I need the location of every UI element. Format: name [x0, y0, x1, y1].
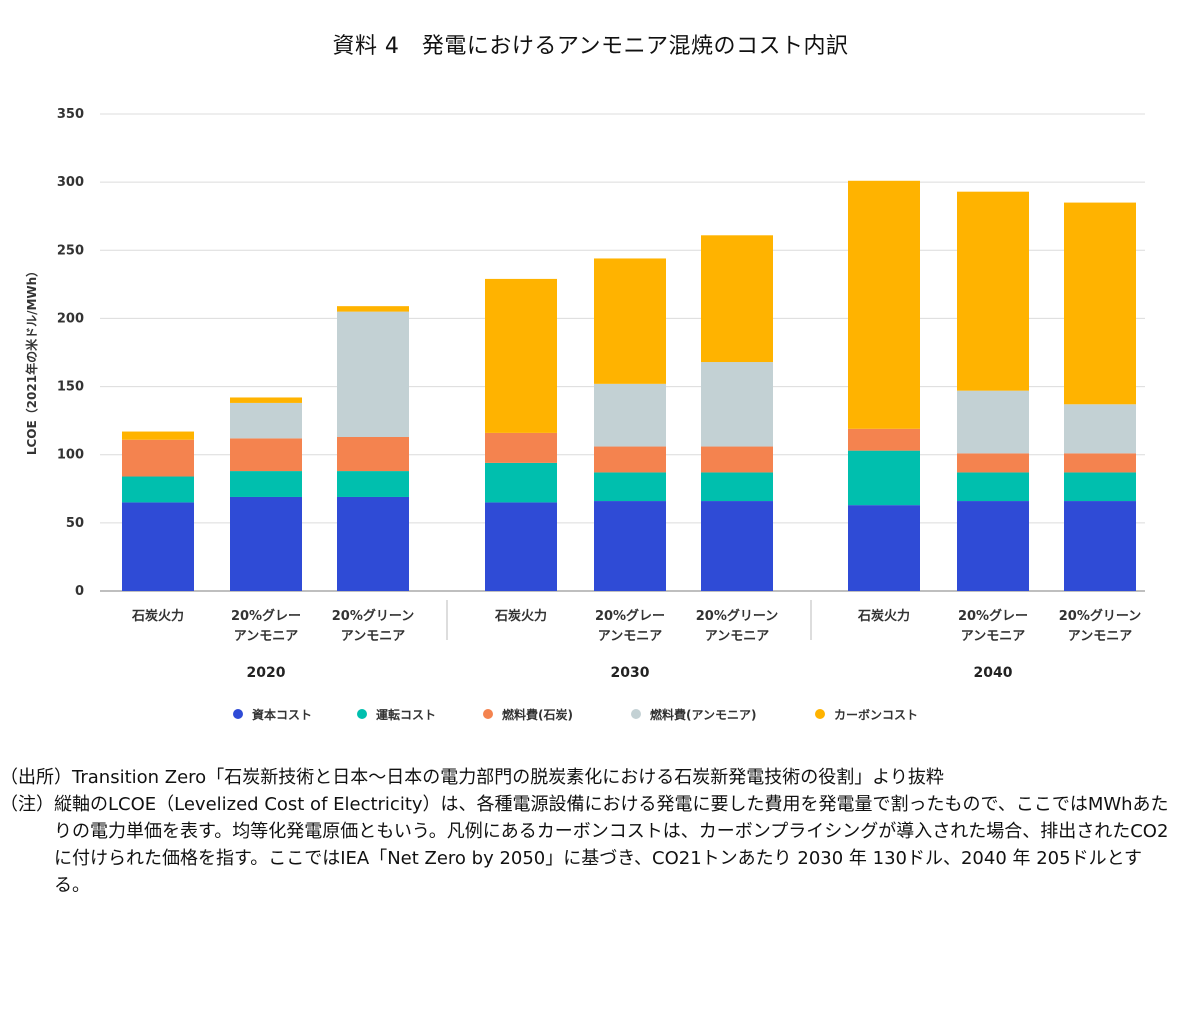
x-category-label: 20%グリーン: [696, 608, 778, 624]
bar-segment: [594, 501, 666, 591]
legend: 資本コスト 運転コスト 燃料費(石炭) 燃料費(アンモニア) カーボンコスト: [233, 707, 918, 722]
bar-segment: [957, 191, 1029, 391]
legend-label: カーボンコスト: [834, 707, 918, 722]
footnotes: （出所） Transition Zero「石炭新技術と日本～日本の電力部門の脱炭…: [0, 764, 1181, 899]
y-tick-label: 300: [57, 175, 84, 190]
bar-segment: [230, 496, 302, 591]
bar-segment: [957, 501, 1029, 591]
bar-segment: [848, 428, 920, 451]
legend-marker: [357, 709, 367, 719]
y-tick-label: 150: [57, 380, 84, 395]
bar-segment: [594, 383, 666, 447]
note-source-label: （出所）: [0, 767, 72, 788]
bar-segment: [1064, 453, 1136, 473]
x-category-label: 20%グレー: [231, 608, 301, 624]
bar-segment: [337, 436, 409, 472]
bar-segment: [957, 472, 1029, 502]
bar-segment: [848, 180, 920, 429]
x-category-label: 石炭火力: [494, 608, 547, 624]
x-category-label: 20%グリーン: [332, 608, 414, 624]
legend-label: 資本コスト: [252, 707, 312, 722]
x-category-label: アンモニア: [1068, 629, 1132, 644]
bar-segment: [594, 472, 666, 502]
x-group-label: 2020: [247, 665, 286, 681]
bar-segment: [701, 446, 773, 473]
bar-segment: [485, 278, 557, 433]
bar-segment: [337, 311, 409, 437]
x-axis-groups: 2020 2030 2040: [247, 600, 1013, 681]
bar-segment: [957, 453, 1029, 473]
chart-title: 資料 4 発電におけるアンモニア混焼のコスト内訳: [332, 34, 849, 59]
x-group-label: 2040: [974, 665, 1013, 681]
bar-segment: [122, 431, 194, 440]
note-remark-text: 縦軸のLCOE（Levelized Cost of Electricity）は、…: [54, 794, 1169, 896]
x-category-label: 石炭火力: [857, 608, 910, 624]
x-category-label: 20%グリーン: [1059, 608, 1141, 624]
bar-segment: [1064, 202, 1136, 405]
bar-segment: [701, 472, 773, 502]
note-remark-label: （注）: [0, 794, 54, 815]
bar-segment: [122, 439, 194, 477]
note-source: （出所） Transition Zero「石炭新技術と日本～日本の電力部門の脱炭…: [0, 764, 1181, 791]
note-source-text: Transition Zero「石炭新技術と日本～日本の電力部門の脱炭素化におけ…: [72, 767, 944, 788]
x-category-label: アンモニア: [961, 629, 1025, 644]
bar-segment: [701, 362, 773, 447]
bar-segment: [122, 476, 194, 503]
legend-label: 燃料費(石炭): [502, 707, 573, 722]
legend-marker: [233, 709, 243, 719]
y-tick-label: 250: [57, 243, 84, 258]
bar-segment: [1064, 404, 1136, 454]
bar-segment: [701, 501, 773, 591]
bar-segment: [594, 258, 666, 384]
bar-segment: [848, 450, 920, 506]
bars: [122, 180, 1136, 591]
bar-segment: [957, 390, 1029, 454]
legend-marker: [631, 709, 641, 719]
x-category-label: アンモニア: [341, 629, 405, 644]
bar-segment: [337, 496, 409, 591]
x-category-label: アンモニア: [705, 629, 769, 644]
legend-marker: [815, 709, 825, 719]
bar-segment: [230, 438, 302, 472]
y-tick-label: 0: [75, 584, 84, 599]
y-tick-label: 100: [57, 448, 84, 463]
bar-segment: [485, 502, 557, 591]
bar-segment: [122, 502, 194, 591]
x-category-label: 20%グレー: [595, 608, 665, 624]
x-category-label: 石炭火力: [131, 608, 184, 624]
bar-segment: [848, 505, 920, 591]
x-category-label: 20%グレー: [958, 608, 1028, 624]
bar-segment: [337, 471, 409, 497]
bar-segment: [485, 462, 557, 503]
bar-segment: [1064, 501, 1136, 591]
bar-segment: [230, 397, 302, 403]
y-tick-label: 200: [57, 311, 84, 326]
legend-label: 運転コスト: [376, 707, 436, 722]
y-axis-ticks: 0 50 100 150 200 250 300 350: [57, 107, 84, 599]
legend-label: 燃料費(アンモニア): [650, 707, 757, 722]
bar-segment: [594, 446, 666, 473]
x-group-label: 2030: [611, 665, 650, 681]
note-remark: （注） 縦軸のLCOE（Levelized Cost of Electricit…: [0, 791, 1181, 899]
y-tick-label: 50: [66, 516, 84, 531]
bar-segment: [230, 402, 302, 439]
legend-marker: [483, 709, 493, 719]
x-category-label: アンモニア: [234, 629, 298, 644]
bar-segment: [1064, 472, 1136, 502]
bar-segment: [701, 235, 773, 363]
bar-segment: [337, 306, 409, 312]
bar-segment: [230, 471, 302, 497]
y-axis-label: LCOE（2021年の米ドル/MWh）: [24, 265, 39, 455]
y-tick-label: 350: [57, 107, 84, 122]
bar-segment: [485, 432, 557, 463]
stacked-bar-chart: 0 50 100 150 200 250 300 350 LCOE（2021年の米ドル/MWh…: [24, 107, 1145, 722]
x-category-label: アンモニア: [598, 629, 662, 644]
